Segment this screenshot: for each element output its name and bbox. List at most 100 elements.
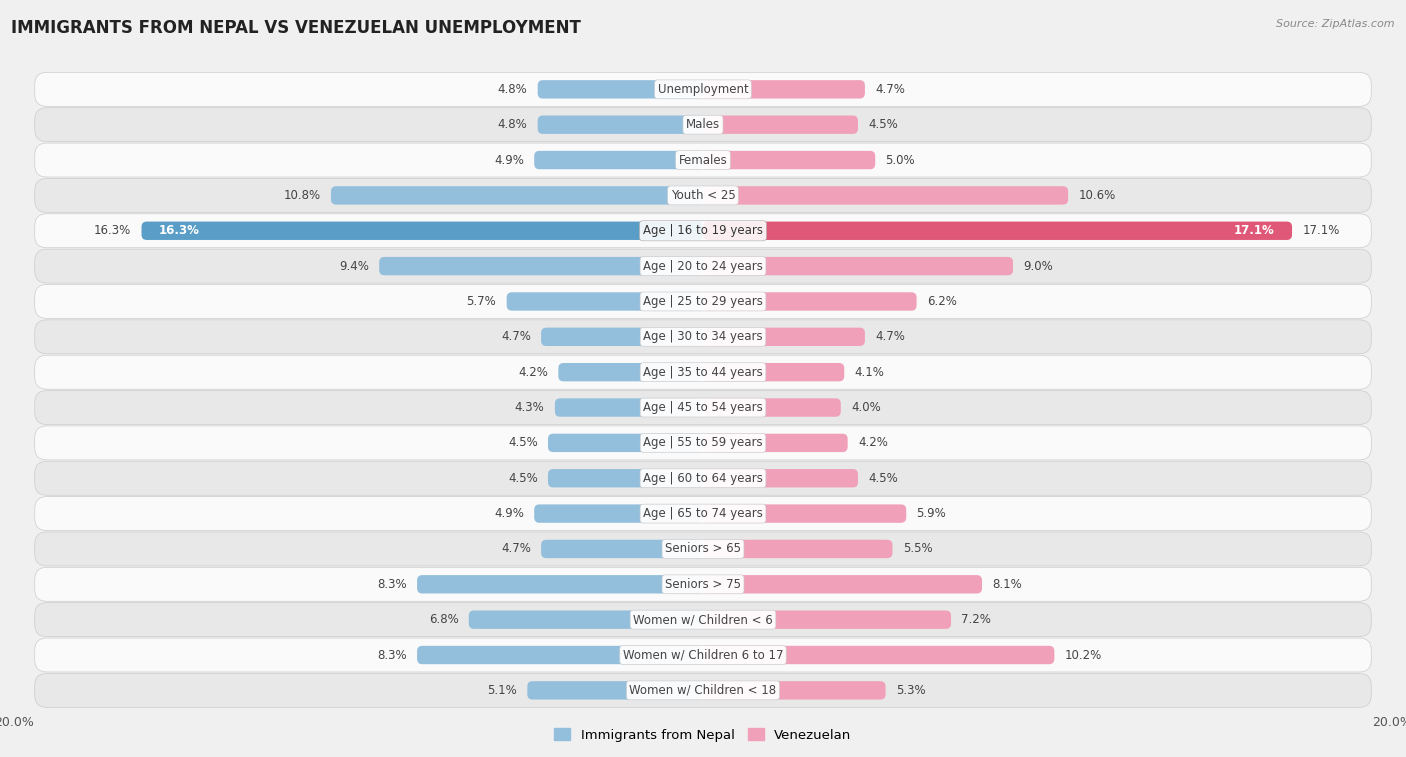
- FancyBboxPatch shape: [703, 116, 858, 134]
- FancyBboxPatch shape: [703, 363, 844, 382]
- Text: Seniors > 65: Seniors > 65: [665, 543, 741, 556]
- Text: 4.7%: 4.7%: [875, 330, 905, 344]
- Text: Age | 55 to 59 years: Age | 55 to 59 years: [643, 436, 763, 450]
- FancyBboxPatch shape: [35, 285, 1371, 319]
- Legend: Immigrants from Nepal, Venezuelan: Immigrants from Nepal, Venezuelan: [550, 723, 856, 747]
- Text: Age | 20 to 24 years: Age | 20 to 24 years: [643, 260, 763, 273]
- Text: 4.8%: 4.8%: [498, 118, 527, 131]
- FancyBboxPatch shape: [35, 143, 1371, 177]
- Text: Males: Males: [686, 118, 720, 131]
- FancyBboxPatch shape: [703, 398, 841, 416]
- Text: 5.5%: 5.5%: [903, 543, 932, 556]
- FancyBboxPatch shape: [534, 504, 703, 523]
- FancyBboxPatch shape: [534, 151, 703, 170]
- FancyBboxPatch shape: [35, 426, 1371, 459]
- Text: Age | 16 to 19 years: Age | 16 to 19 years: [643, 224, 763, 237]
- Text: Youth < 25: Youth < 25: [671, 189, 735, 202]
- FancyBboxPatch shape: [35, 355, 1371, 389]
- FancyBboxPatch shape: [380, 257, 703, 276]
- Text: IMMIGRANTS FROM NEPAL VS VENEZUELAN UNEMPLOYMENT: IMMIGRANTS FROM NEPAL VS VENEZUELAN UNEM…: [11, 19, 581, 37]
- FancyBboxPatch shape: [35, 638, 1371, 672]
- FancyBboxPatch shape: [703, 222, 1292, 240]
- Text: 16.3%: 16.3%: [159, 224, 200, 237]
- Text: 16.3%: 16.3%: [94, 224, 131, 237]
- FancyBboxPatch shape: [548, 469, 703, 488]
- FancyBboxPatch shape: [35, 249, 1371, 283]
- Text: 10.2%: 10.2%: [1064, 649, 1102, 662]
- Text: 17.1%: 17.1%: [1302, 224, 1340, 237]
- Text: 8.1%: 8.1%: [993, 578, 1022, 590]
- Text: Women w/ Children 6 to 17: Women w/ Children 6 to 17: [623, 649, 783, 662]
- FancyBboxPatch shape: [703, 186, 1069, 204]
- FancyBboxPatch shape: [35, 532, 1371, 566]
- Text: 9.0%: 9.0%: [1024, 260, 1053, 273]
- FancyBboxPatch shape: [35, 320, 1371, 354]
- FancyBboxPatch shape: [703, 469, 858, 488]
- FancyBboxPatch shape: [35, 603, 1371, 637]
- FancyBboxPatch shape: [35, 107, 1371, 142]
- Text: Seniors > 75: Seniors > 75: [665, 578, 741, 590]
- Text: 4.5%: 4.5%: [508, 472, 537, 484]
- Text: 8.3%: 8.3%: [377, 578, 406, 590]
- Text: 4.9%: 4.9%: [494, 154, 524, 167]
- FancyBboxPatch shape: [703, 292, 917, 310]
- Text: Females: Females: [679, 154, 727, 167]
- Text: 4.5%: 4.5%: [869, 118, 898, 131]
- FancyBboxPatch shape: [703, 681, 886, 699]
- FancyBboxPatch shape: [703, 151, 875, 170]
- FancyBboxPatch shape: [558, 363, 703, 382]
- Text: 4.0%: 4.0%: [851, 401, 882, 414]
- FancyBboxPatch shape: [35, 674, 1371, 707]
- Text: 4.3%: 4.3%: [515, 401, 544, 414]
- FancyBboxPatch shape: [418, 575, 703, 593]
- FancyBboxPatch shape: [703, 80, 865, 98]
- Text: 7.2%: 7.2%: [962, 613, 991, 626]
- Text: 4.1%: 4.1%: [855, 366, 884, 378]
- Text: Unemployment: Unemployment: [658, 83, 748, 96]
- FancyBboxPatch shape: [703, 434, 848, 452]
- Text: 6.8%: 6.8%: [429, 613, 458, 626]
- FancyBboxPatch shape: [541, 328, 703, 346]
- FancyBboxPatch shape: [555, 398, 703, 416]
- FancyBboxPatch shape: [35, 179, 1371, 213]
- Text: 8.3%: 8.3%: [377, 649, 406, 662]
- FancyBboxPatch shape: [703, 328, 865, 346]
- FancyBboxPatch shape: [35, 497, 1371, 531]
- Text: Source: ZipAtlas.com: Source: ZipAtlas.com: [1277, 19, 1395, 29]
- Text: 4.9%: 4.9%: [494, 507, 524, 520]
- Text: 5.7%: 5.7%: [467, 295, 496, 308]
- Text: 4.7%: 4.7%: [501, 543, 531, 556]
- Text: 4.2%: 4.2%: [858, 436, 887, 450]
- Text: 5.0%: 5.0%: [886, 154, 915, 167]
- Text: 10.8%: 10.8%: [284, 189, 321, 202]
- FancyBboxPatch shape: [703, 504, 907, 523]
- FancyBboxPatch shape: [703, 646, 1054, 664]
- FancyBboxPatch shape: [703, 610, 950, 629]
- Text: Age | 45 to 54 years: Age | 45 to 54 years: [643, 401, 763, 414]
- FancyBboxPatch shape: [537, 116, 703, 134]
- Text: Women w/ Children < 6: Women w/ Children < 6: [633, 613, 773, 626]
- Text: 5.1%: 5.1%: [488, 684, 517, 697]
- FancyBboxPatch shape: [537, 80, 703, 98]
- Text: Age | 30 to 34 years: Age | 30 to 34 years: [643, 330, 763, 344]
- FancyBboxPatch shape: [468, 610, 703, 629]
- Text: 5.9%: 5.9%: [917, 507, 946, 520]
- FancyBboxPatch shape: [35, 567, 1371, 601]
- Text: Age | 35 to 44 years: Age | 35 to 44 years: [643, 366, 763, 378]
- FancyBboxPatch shape: [506, 292, 703, 310]
- FancyBboxPatch shape: [703, 575, 981, 593]
- FancyBboxPatch shape: [35, 461, 1371, 495]
- Text: 4.5%: 4.5%: [869, 472, 898, 484]
- Text: 4.7%: 4.7%: [875, 83, 905, 96]
- FancyBboxPatch shape: [35, 213, 1371, 248]
- Text: Age | 25 to 29 years: Age | 25 to 29 years: [643, 295, 763, 308]
- Text: 10.6%: 10.6%: [1078, 189, 1116, 202]
- Text: 17.1%: 17.1%: [1234, 224, 1275, 237]
- FancyBboxPatch shape: [527, 681, 703, 699]
- FancyBboxPatch shape: [541, 540, 703, 558]
- FancyBboxPatch shape: [548, 434, 703, 452]
- Text: 4.5%: 4.5%: [508, 436, 537, 450]
- Text: Age | 60 to 64 years: Age | 60 to 64 years: [643, 472, 763, 484]
- Text: Age | 65 to 74 years: Age | 65 to 74 years: [643, 507, 763, 520]
- Text: 9.4%: 9.4%: [339, 260, 368, 273]
